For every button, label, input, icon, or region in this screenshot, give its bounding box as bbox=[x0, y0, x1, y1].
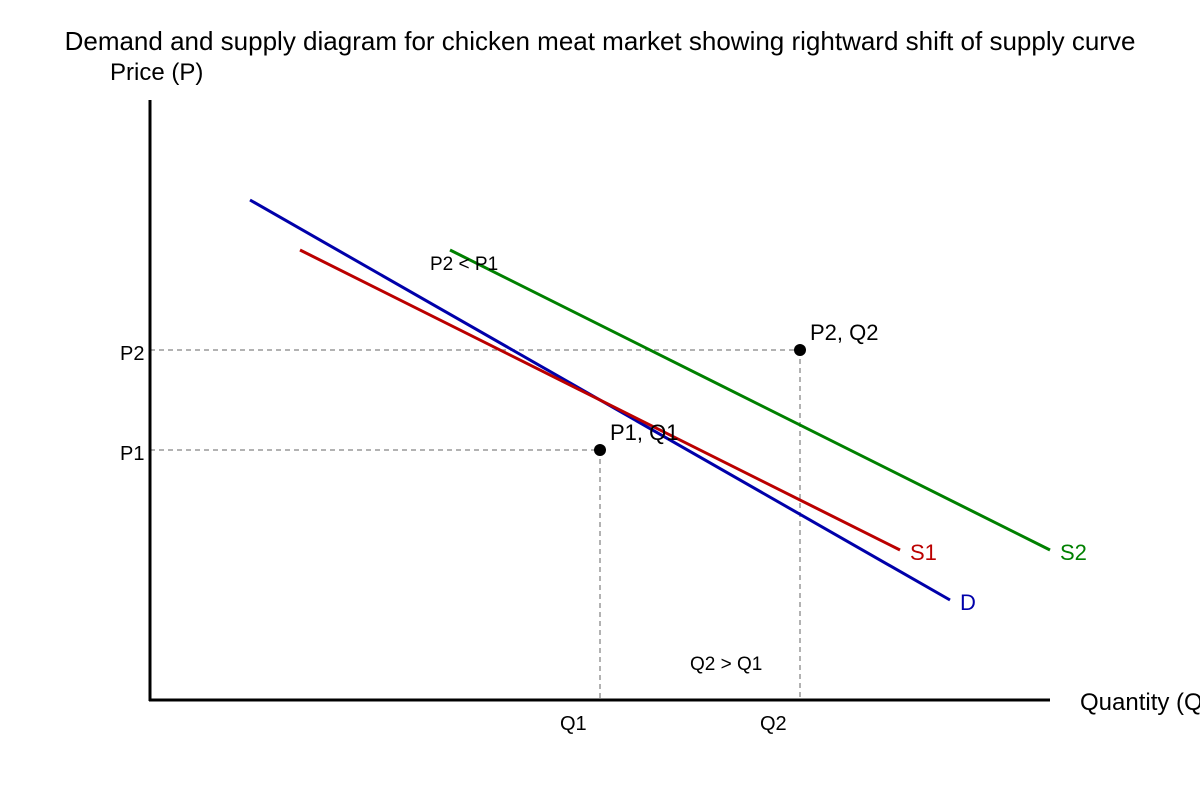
annotation: Q2 > Q1 bbox=[690, 654, 762, 675]
curve-label: S1 bbox=[910, 540, 937, 565]
curve-label: S2 bbox=[1060, 540, 1087, 565]
y-tick-label: P2 bbox=[120, 343, 144, 365]
point-label: P1, Q1 bbox=[610, 420, 678, 445]
x-tick-label: Q1 bbox=[560, 713, 587, 735]
annotation: P2 < P1 bbox=[430, 254, 498, 275]
x-axis-label: Quantity (Q) bbox=[1080, 689, 1200, 716]
equilibrium-point bbox=[594, 444, 606, 456]
x-tick-label: Q2 bbox=[760, 713, 787, 735]
y-axis-label: Price (P) bbox=[110, 59, 203, 86]
curve-label: D bbox=[960, 590, 976, 615]
supply-curve bbox=[449, 248, 1051, 552]
supply-curve bbox=[299, 248, 901, 552]
title: Demand and supply diagram for chicken me… bbox=[65, 26, 1136, 56]
equilibrium-point bbox=[794, 344, 806, 356]
point-label: P2, Q2 bbox=[810, 320, 878, 345]
y-tick-label: P1 bbox=[120, 443, 144, 465]
